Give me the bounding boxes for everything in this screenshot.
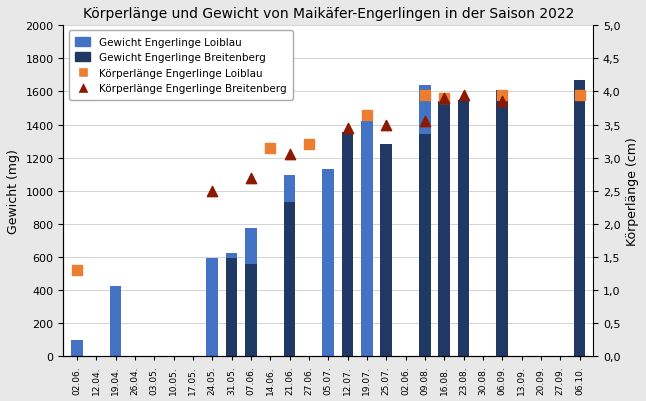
Bar (574, 81, 585, 356)
Körperlänge Engerlinge Loiblau (362, 112, 372, 119)
Bar (458, 101, 470, 356)
Bar (322, 170, 334, 356)
Körperlänge Engerlinge Breitenberg (459, 92, 469, 99)
Bar (284, 176, 295, 356)
Y-axis label: Körperlänge (cm): Körperlänge (cm) (626, 137, 639, 245)
Körperlänge Engerlinge Loiblau (420, 92, 430, 99)
Bar (71, 340, 83, 356)
Körperlänge Engerlinge Breitenberg (497, 99, 508, 105)
Y-axis label: Gewicht (mg): Gewicht (mg) (7, 149, 20, 234)
Bar (110, 286, 121, 356)
Bar (225, 253, 237, 356)
Körperlänge Engerlinge Loiblau (497, 92, 508, 99)
Bar (419, 134, 431, 356)
Bar (574, 91, 585, 356)
Bar (497, 91, 508, 356)
Bar (342, 133, 353, 356)
Körperlänge Engerlinge Breitenberg (381, 122, 391, 128)
Bar (361, 122, 373, 356)
Körperlänge Engerlinge Breitenberg (245, 175, 256, 181)
Legend: Gewicht Engerlinge Loiblau, Gewicht Engerlinge Breitenberg, Körperlänge Engerlin: Gewicht Engerlinge Loiblau, Gewicht Enge… (68, 31, 293, 100)
Körperlänge Engerlinge Breitenberg (420, 119, 430, 125)
Bar (419, 86, 431, 356)
Bar (497, 107, 508, 356)
Bar (284, 202, 295, 356)
Körperlänge Engerlinge Loiblau (304, 142, 314, 148)
Bar (245, 264, 256, 356)
Bar (245, 229, 256, 356)
Bar (225, 258, 237, 356)
Bar (439, 102, 450, 356)
Bar (207, 258, 218, 356)
Körperlänge Engerlinge Breitenberg (207, 188, 218, 194)
Bar (380, 144, 392, 356)
Körperlänge Engerlinge Loiblau (72, 267, 82, 274)
Körperlänge Engerlinge Breitenberg (284, 152, 295, 158)
Körperlänge Engerlinge Loiblau (439, 96, 450, 102)
Körperlänge Engerlinge Loiblau (574, 92, 585, 99)
Bar (439, 109, 450, 356)
Körperlänge Engerlinge Breitenberg (342, 126, 353, 132)
Körperlänge Engerlinge Loiblau (265, 145, 275, 152)
Title: Körperlänge und Gewicht von Maikäfer-Engerlingen in der Saison 2022: Körperlänge und Gewicht von Maikäfer-Eng… (83, 7, 574, 21)
Körperlänge Engerlinge Breitenberg (439, 96, 450, 102)
